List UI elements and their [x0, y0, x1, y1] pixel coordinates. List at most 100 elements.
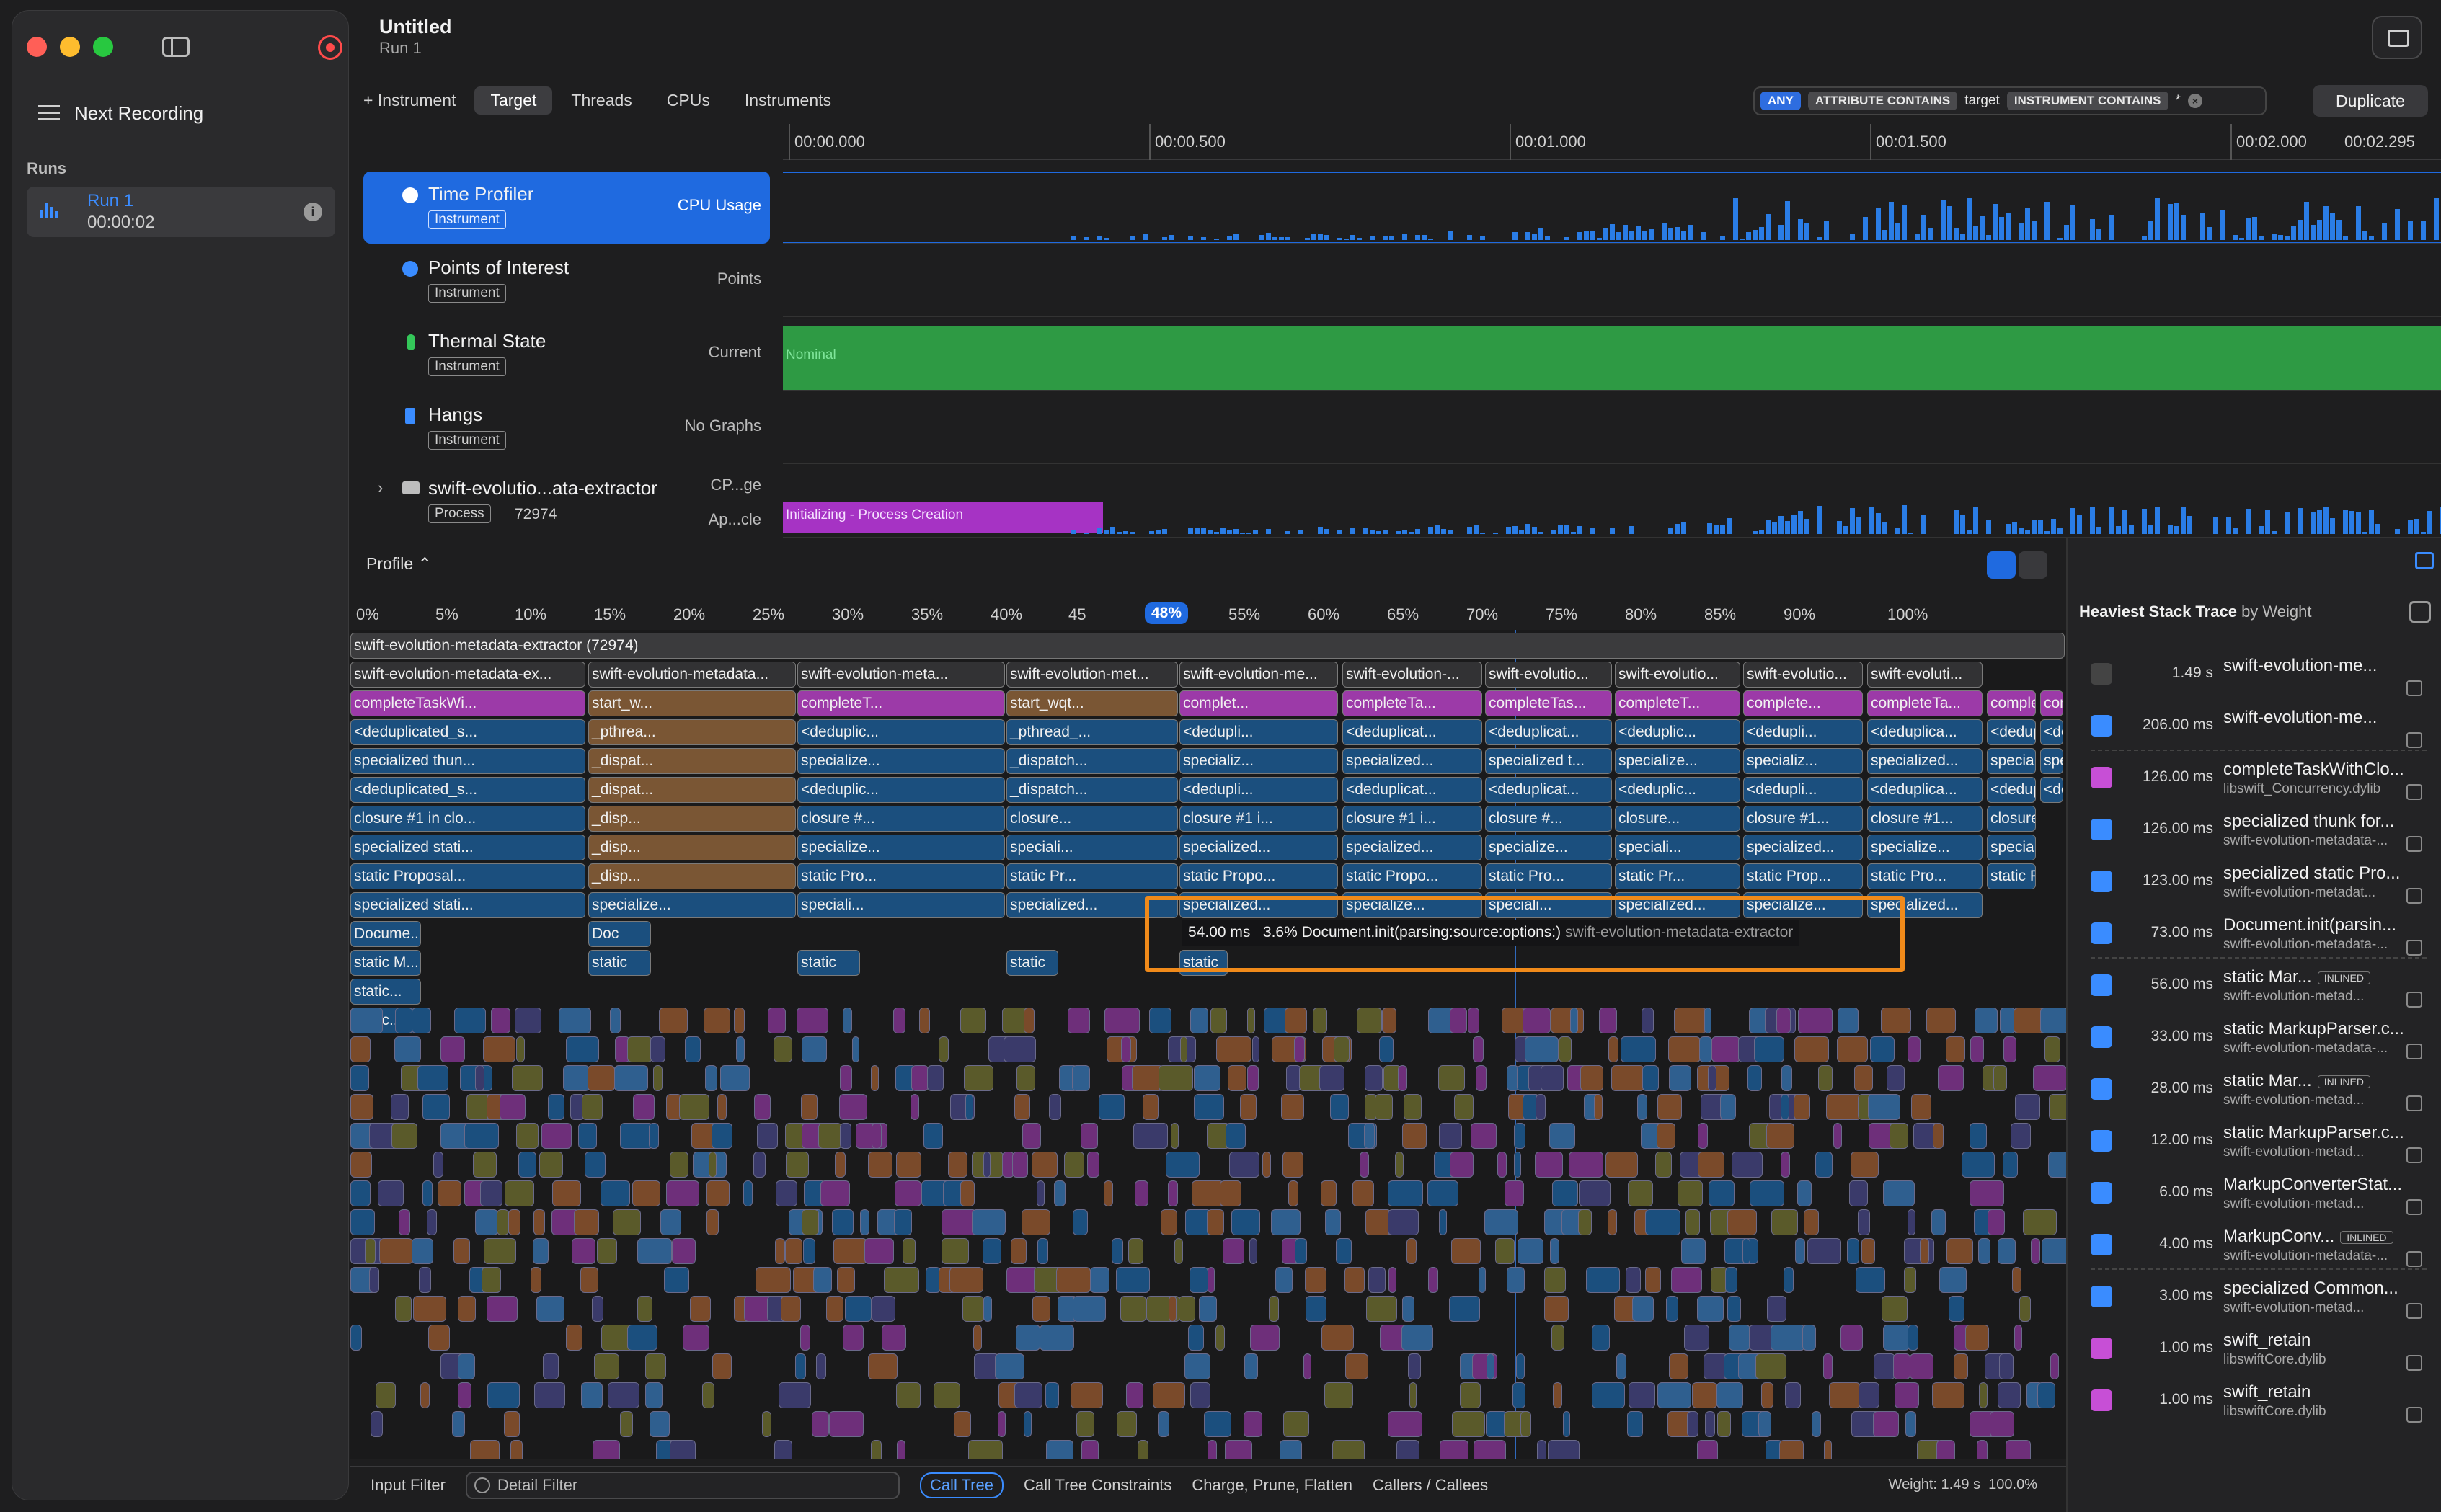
flame-frame[interactable]	[660, 1209, 681, 1235]
flame-frame[interactable]	[2040, 1008, 2066, 1033]
flame-frame[interactable]	[2011, 1123, 2031, 1149]
flame-frame[interactable]	[1550, 1238, 1559, 1264]
flame-frame[interactable]	[690, 1296, 711, 1322]
flame-frame[interactable]	[1516, 1353, 1525, 1379]
flame-frame[interactable]	[369, 1267, 379, 1293]
flame-frame[interactable]	[1514, 1123, 1525, 1149]
flame-frame[interactable]	[1685, 1209, 1700, 1235]
flame-frame[interactable]	[1135, 1180, 1148, 1206]
flame-frame[interactable]	[1174, 1238, 1183, 1264]
flame-frame[interactable]: <deduplic...	[797, 777, 1005, 803]
jump-arrow-icon[interactable]	[2406, 888, 2422, 904]
flame-frame[interactable]	[1054, 1180, 1066, 1206]
tab-instruments[interactable]: Instruments	[744, 90, 832, 110]
flame-frame[interactable]	[949, 1267, 983, 1293]
flame-frame[interactable]	[1468, 1008, 1479, 1033]
flame-frame[interactable]	[964, 1065, 993, 1091]
flame-frame[interactable]	[1815, 1152, 1833, 1178]
flame-frame[interactable]	[1388, 1267, 1396, 1293]
flame-frame[interactable]	[1979, 1382, 1988, 1408]
flame-frame[interactable]	[1627, 1411, 1643, 1437]
flame-frame[interactable]	[1166, 1152, 1200, 1178]
flame-frame[interactable]	[911, 1094, 919, 1120]
flame-frame[interactable]	[1226, 1123, 1246, 1149]
flame-frame[interactable]	[1727, 1209, 1757, 1235]
flame-frame[interactable]: closure #1...	[1987, 806, 2036, 832]
flame-frame[interactable]: completeTaskWi...	[350, 690, 585, 716]
flame-frame[interactable]	[412, 1008, 431, 1033]
flame-frame[interactable]	[1669, 1353, 1688, 1379]
flame-frame[interactable]: closure #1...	[1867, 806, 1983, 832]
stack-frame-row[interactable]: 12.00 ms static MarkupParser.c... swift-ev…	[2068, 1114, 2441, 1166]
jump-arrow-icon[interactable]	[2406, 1095, 2422, 1111]
flame-frame[interactable]	[649, 1123, 659, 1149]
flame-frame[interactable]	[1608, 1209, 1617, 1235]
flame-frame[interactable]	[1104, 1008, 1140, 1033]
flame-frame[interactable]: static	[797, 950, 860, 976]
flame-frame[interactable]	[816, 1353, 826, 1379]
flame-frame[interactable]	[566, 1325, 582, 1351]
flame-frame[interactable]	[440, 1036, 465, 1062]
flame-frame[interactable]	[868, 1353, 898, 1379]
flame-frame[interactable]	[597, 1238, 617, 1264]
flame-frame[interactable]	[843, 1325, 864, 1351]
flame-frame[interactable]: specializ...	[1743, 748, 1863, 774]
detail-filter-field[interactable]: Detail Filter	[465, 1471, 900, 1499]
thermal-state-graph[interactable]: Nominal	[783, 319, 2441, 391]
flame-frame[interactable]	[871, 1065, 879, 1091]
flame-frame[interactable]	[1802, 1325, 1816, 1351]
flame-frame[interactable]: specialize...	[1867, 835, 1983, 860]
flame-graph-view-icon[interactable]	[1987, 551, 2016, 579]
jump-arrow-icon[interactable]	[2406, 940, 2422, 956]
flame-frame[interactable]	[896, 1152, 921, 1178]
flame-frame[interactable]	[1569, 1152, 1603, 1178]
flame-frame[interactable]	[1306, 1296, 1326, 1322]
flame-frame[interactable]: static	[588, 950, 651, 976]
flame-frame[interactable]	[376, 1382, 396, 1408]
flame-frame[interactable]	[939, 1036, 949, 1062]
flame-frame[interactable]	[399, 1209, 410, 1235]
stack-frame-row[interactable]: 1.49 s swift-evolution-me...	[2068, 647, 2441, 699]
flame-frame[interactable]	[1479, 1267, 1486, 1293]
flame-frame[interactable]	[1911, 1094, 1931, 1120]
flame-frame[interactable]	[632, 1180, 660, 1206]
flame-frame[interactable]	[1666, 1296, 1678, 1322]
flame-frame[interactable]	[608, 1382, 639, 1408]
flame-frame[interactable]	[1126, 1382, 1143, 1408]
flame-frame[interactable]	[1720, 1094, 1736, 1120]
flame-frame[interactable]	[1541, 1065, 1564, 1091]
flame-frame[interactable]	[1364, 1123, 1375, 1149]
flame-frame[interactable]	[1004, 1036, 1036, 1062]
flame-frame[interactable]: static Propo...	[1179, 863, 1338, 889]
flame-frame[interactable]: swift-evolution-metadata-ex...	[350, 662, 585, 688]
flame-frame[interactable]	[864, 1238, 894, 1264]
flame-frame[interactable]	[1611, 1065, 1644, 1091]
next-recording-item[interactable]: Next Recording	[38, 99, 203, 128]
flame-frame[interactable]	[1037, 1238, 1048, 1264]
flame-frame[interactable]	[768, 1008, 786, 1033]
flame-frame[interactable]: static Pro...	[797, 863, 1005, 889]
flame-frame[interactable]	[1184, 1353, 1210, 1379]
flame-frame[interactable]	[1570, 1008, 1578, 1033]
any-filter-pill[interactable]: ANY	[1760, 92, 1801, 110]
flame-frame[interactable]	[1804, 1209, 1819, 1235]
flame-frame[interactable]: swift-evolution-...	[1342, 662, 1482, 688]
flame-frame[interactable]	[543, 1353, 559, 1379]
flame-frame[interactable]	[1188, 1325, 1204, 1351]
flame-frame[interactable]	[1579, 1180, 1611, 1206]
flame-frame[interactable]	[1826, 1094, 1861, 1120]
flame-frame[interactable]	[497, 1209, 509, 1235]
flame-frame[interactable]	[645, 1353, 666, 1379]
flame-frame[interactable]: speciali...	[1615, 835, 1740, 860]
flame-frame[interactable]	[1471, 1123, 1497, 1149]
flame-frame[interactable]	[1220, 1180, 1241, 1206]
flame-frame[interactable]: start_w...	[588, 690, 796, 716]
flame-frame[interactable]	[1729, 1325, 1750, 1351]
flame-frame[interactable]	[1076, 1411, 1094, 1437]
flame-frame[interactable]	[1687, 1411, 1698, 1437]
flame-frame[interactable]	[1537, 1440, 1546, 1459]
flame-frame[interactable]	[1829, 1382, 1861, 1408]
flame-frame[interactable]	[1605, 1152, 1638, 1178]
flame-frame[interactable]	[1194, 1065, 1220, 1091]
flame-frame[interactable]	[1281, 1094, 1304, 1120]
